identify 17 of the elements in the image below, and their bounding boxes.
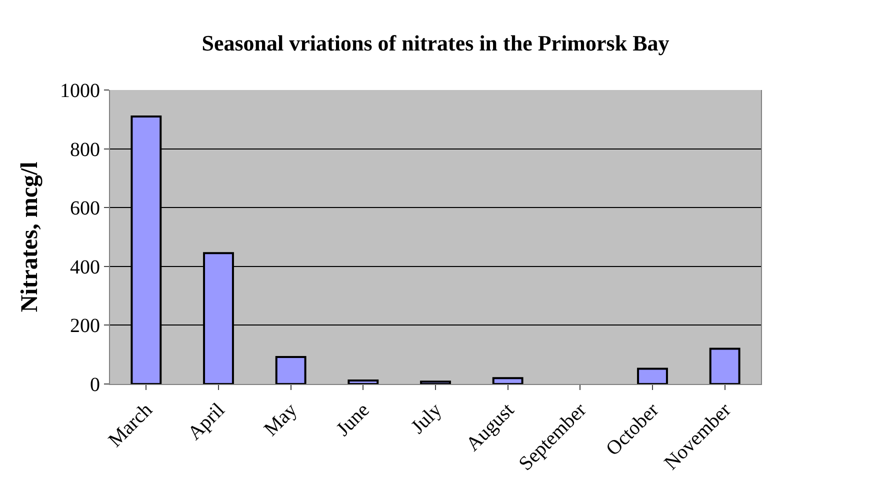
bar bbox=[348, 379, 379, 384]
y-tick-label: 400 bbox=[70, 256, 100, 278]
bar bbox=[492, 377, 524, 384]
bar bbox=[420, 380, 451, 384]
x-tick-label: June bbox=[332, 398, 374, 441]
y-axis-title: Nitrates, mcg/l bbox=[17, 161, 44, 312]
bar bbox=[275, 356, 306, 384]
y-tick-label: 600 bbox=[70, 198, 100, 220]
y-tick-label: 800 bbox=[70, 138, 100, 161]
y-tick-label: 200 bbox=[70, 315, 100, 338]
x-tick-label: July bbox=[406, 399, 446, 438]
bar bbox=[637, 368, 668, 384]
bar bbox=[709, 348, 740, 384]
y-tick-label: 0 bbox=[90, 374, 100, 396]
chart-title: Seasonal vriations of nitrates in the Primorsk Bay bbox=[202, 30, 670, 56]
y-tick-label: 1000 bbox=[60, 80, 100, 102]
x-tick-label: May bbox=[260, 399, 302, 441]
